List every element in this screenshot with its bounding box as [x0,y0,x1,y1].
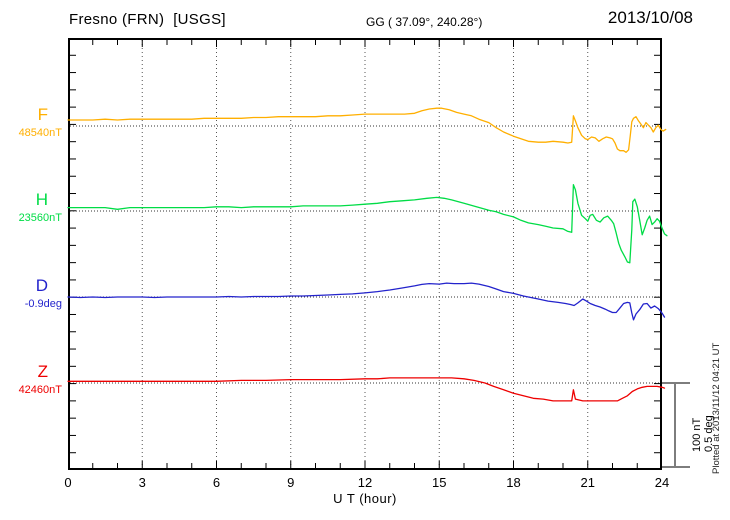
magnetogram-plot [67,38,668,470]
scale-bar [674,383,676,468]
x-tick-label: 18 [506,475,521,490]
channel-letter-d: D [35,276,48,295]
geographic-coordinates: GG ( 37.09°, 240.28°) [366,15,483,29]
channel-letter-f: F [37,105,48,124]
x-tick-label: 0 [64,475,72,490]
x-tick-label: 15 [432,475,447,490]
x-tick-label: 24 [654,475,670,490]
channel-letter-z: Z [37,362,48,381]
channel-letter-h: H [35,190,48,209]
x-tick-label: 12 [357,475,373,490]
channel-baseline-h: 23560nT [18,212,62,224]
x-tick-label: 9 [287,475,295,490]
channel-label-f: F 48540nT [0,105,63,139]
scale-bar-top-cap [662,382,690,384]
channel-baseline-z: 42460nT [18,384,62,396]
x-axis-title: U T (hour) [333,491,397,506]
plot-canvas [67,38,668,470]
station-title: Fresno (FRN) [USGS] [69,11,226,28]
x-axis-tick-labels: 0 3 6 9 12 15 18 21 24 [64,475,669,491]
channel-baseline-f: 48540nT [18,127,62,139]
channel-label-z: Z 42460nT [0,362,63,396]
channel-label-d: D -0.9deg [0,276,63,310]
channel-label-h: H 23560nT [0,190,63,224]
plotted-at-note: Plotted at 2013/11/12 04:21 UT [711,342,722,474]
channel-baseline-d: -0.9deg [24,298,62,310]
x-tick-label: 3 [138,475,146,490]
plot-date: 2013/10/08 [607,8,693,27]
scale-bar-bottom-cap [662,466,690,468]
x-tick-label: 6 [212,475,221,490]
x-tick-label: 21 [580,475,595,490]
